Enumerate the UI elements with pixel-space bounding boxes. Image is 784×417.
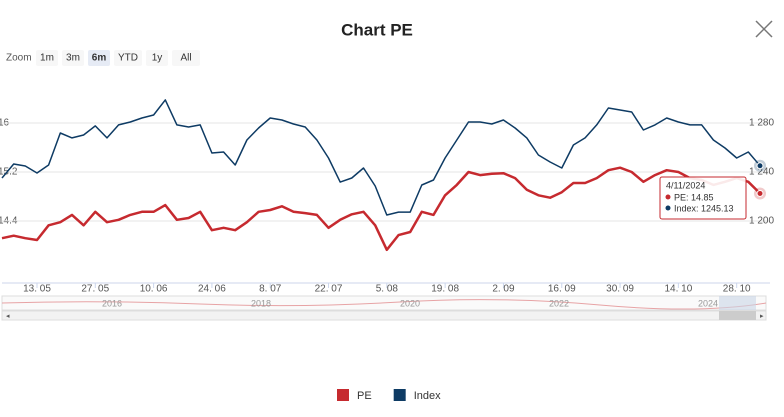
close-button[interactable] bbox=[755, 20, 773, 38]
navigator-labels: 2016 2018 2020 2022 2024 bbox=[102, 298, 718, 308]
x-tick-label: 5. 08 bbox=[376, 284, 399, 295]
x-tick-label: 14. 10 bbox=[664, 284, 692, 295]
hover-point bbox=[756, 189, 764, 197]
line-index bbox=[1, 99, 761, 216]
zoom-button-label[interactable]: 3m bbox=[66, 53, 80, 64]
y2-tick-label: 1 240 bbox=[749, 167, 774, 178]
x-tick-label: 27. 05 bbox=[81, 284, 109, 295]
tooltip-line: Index: 1245.13 bbox=[674, 203, 734, 213]
close-icon bbox=[755, 20, 773, 38]
x-tick-label: 2. 09 bbox=[492, 284, 515, 295]
x-tick-label: 24. 06 bbox=[198, 284, 226, 295]
scroll-right[interactable]: ▸ bbox=[760, 313, 764, 320]
x-tick-label: 22. 07 bbox=[315, 284, 343, 295]
navigator-label: 2018 bbox=[251, 298, 271, 308]
x-tick-label: 10. 06 bbox=[140, 284, 168, 295]
scrollbar[interactable] bbox=[1, 310, 767, 321]
zoom-button[interactable] bbox=[62, 50, 84, 66]
zoom-button-label[interactable]: All bbox=[180, 53, 191, 64]
legend-swatch[interactable] bbox=[337, 389, 349, 401]
zoom-button[interactable] bbox=[88, 50, 110, 66]
zoom-button-label[interactable]: 6m bbox=[92, 53, 107, 64]
x-tick-label: 16. 09 bbox=[548, 284, 576, 295]
zoom-button[interactable] bbox=[114, 50, 142, 66]
chart-title: Chart PE bbox=[341, 20, 413, 39]
line-pe bbox=[1, 166, 761, 252]
legend-label[interactable]: Index bbox=[414, 390, 441, 402]
zoom-buttons: 1m 3m 6m YTD 1y All bbox=[36, 50, 200, 66]
x-tick-label: 19. 08 bbox=[431, 284, 459, 295]
tooltip-dot bbox=[665, 205, 671, 211]
zoom-button-label[interactable]: 1y bbox=[152, 53, 163, 64]
zoom-button-label[interactable]: YTD bbox=[118, 53, 138, 64]
tooltip-dot bbox=[665, 194, 671, 200]
scrollbar-thumb[interactable] bbox=[719, 311, 756, 320]
scroll-left[interactable]: ◂ bbox=[6, 313, 10, 320]
zoom-label: Zoom bbox=[6, 53, 32, 64]
tooltip-box bbox=[659, 176, 747, 220]
navigator-window[interactable] bbox=[719, 296, 756, 310]
navigator-line bbox=[1, 299, 767, 310]
x-tick-label: 28. 10 bbox=[723, 284, 751, 295]
navigator-label: 2024 bbox=[698, 298, 718, 308]
legend-swatch[interactable] bbox=[393, 389, 406, 401]
navigator-label: 2022 bbox=[549, 298, 569, 308]
hover-point bbox=[756, 162, 764, 170]
navigator-label: 2020 bbox=[400, 298, 420, 308]
navigator: ◂ ▸ bbox=[1, 295, 767, 321]
zoom-button[interactable] bbox=[172, 50, 200, 66]
x-tick-label: 8. 07 bbox=[259, 284, 282, 295]
navigator-label: 2016 bbox=[102, 298, 122, 308]
tooltip-date: 4/11/2024 bbox=[666, 180, 705, 190]
tooltip-line: PE: 14.85 bbox=[674, 192, 714, 202]
zoom-button-label[interactable]: 1m bbox=[40, 53, 54, 64]
zoom-button[interactable] bbox=[36, 50, 58, 66]
y2-tick-label: 1 280 bbox=[749, 118, 774, 129]
legend: PE Index bbox=[337, 389, 441, 402]
x-tick-label: 13. 05 bbox=[23, 284, 51, 295]
x-tick-label: 30. 09 bbox=[606, 284, 634, 295]
zoom-button[interactable] bbox=[146, 50, 168, 66]
y2-tick-label: 1 200 bbox=[749, 216, 774, 227]
legend-label[interactable]: PE bbox=[357, 390, 372, 402]
